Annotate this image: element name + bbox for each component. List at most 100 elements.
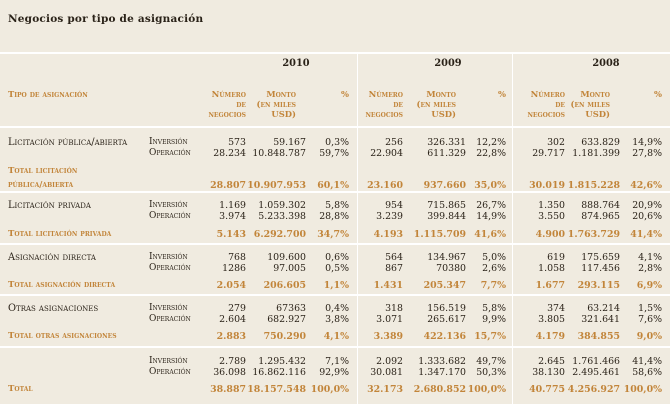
- total-numero: 3.389: [373, 331, 403, 342]
- total-numero: 32.173: [367, 384, 403, 395]
- row-type-label: Operación: [149, 211, 191, 221]
- total-label: Total: [8, 384, 33, 394]
- column-header-monto: Monto: [426, 89, 456, 99]
- total-label: Total licitación: [8, 166, 78, 176]
- total-pct: 7,7%: [480, 280, 506, 291]
- value-monto: 1.059.302: [258, 200, 306, 211]
- value-monto: 1.295.432: [258, 356, 306, 367]
- column-header-monto: (en miles: [570, 99, 610, 109]
- value-numero: 38.130: [532, 367, 565, 378]
- column-header-monto: USD): [271, 109, 296, 119]
- total-monto: 422.136: [423, 331, 466, 342]
- value-numero: 279: [228, 303, 246, 314]
- total-pct: 42,6%: [630, 180, 662, 191]
- total-numero: 4.193: [373, 229, 403, 240]
- total-numero: 5.143: [216, 229, 246, 240]
- total-pct: 41,4%: [630, 229, 662, 240]
- value-monto: 888.764: [581, 200, 620, 211]
- value-numero: 28.234: [213, 148, 246, 159]
- column-header-monto: USD): [585, 109, 610, 119]
- value-monto: 611.329: [427, 148, 466, 159]
- value-numero: 954: [385, 200, 403, 211]
- value-monto: 16.862.116: [252, 367, 306, 378]
- value-numero: 2.645: [538, 356, 565, 367]
- total-numero: 40.775: [529, 384, 565, 395]
- value-numero: 1.169: [219, 200, 246, 211]
- total-monto: 750.290: [263, 331, 306, 342]
- value-pct: 9,9%: [482, 314, 506, 325]
- year-separator: [357, 54, 358, 404]
- value-pct: 49,7%: [476, 356, 506, 367]
- row-type-label: Inversión: [149, 137, 188, 147]
- column-header-monto: Monto: [580, 89, 610, 99]
- value-pct: 14,9%: [632, 137, 662, 148]
- total-monto: 6.292.700: [253, 229, 306, 240]
- total-numero: 2.883: [216, 331, 246, 342]
- value-monto: 1.333.682: [418, 356, 466, 367]
- total-label: Total licitación privada: [8, 229, 112, 239]
- total-numero: 4.900: [535, 229, 565, 240]
- total-label: Total otras asignaciones: [8, 331, 117, 341]
- column-header-pct: %: [341, 89, 349, 99]
- year-header: 2008: [592, 58, 620, 69]
- value-pct: 58,6%: [632, 367, 662, 378]
- value-monto: 321.641: [581, 314, 620, 325]
- row-type-label: Inversión: [149, 303, 188, 313]
- value-pct: 7,1%: [325, 356, 349, 367]
- value-monto: 874.965: [581, 211, 620, 222]
- value-monto: 117.456: [581, 263, 620, 274]
- total-monto: 205.347: [423, 280, 466, 291]
- value-numero: 29.717: [532, 148, 565, 159]
- value-pct: 0,6%: [325, 252, 349, 263]
- value-pct: 4,1%: [638, 252, 662, 263]
- total-monto: 1.115.709: [413, 229, 466, 240]
- column-header-monto: USD): [431, 109, 456, 119]
- value-pct: 12,2%: [476, 137, 506, 148]
- group-band: [0, 193, 670, 243]
- value-monto: 2.495.461: [572, 367, 620, 378]
- value-numero: 3.071: [376, 314, 403, 325]
- value-numero: 1.350: [538, 200, 565, 211]
- group-band: [0, 348, 670, 404]
- value-numero: 2.092: [376, 356, 403, 367]
- column-header-monto: (en miles: [256, 99, 296, 109]
- value-numero: 3.550: [538, 211, 565, 222]
- row-type-label: Operación: [149, 263, 191, 273]
- total-numero: 28.807: [210, 180, 246, 191]
- value-numero: 1.058: [538, 263, 565, 274]
- value-pct: 14,9%: [476, 211, 506, 222]
- group-label: Licitación privada: [8, 200, 91, 211]
- value-monto: 134.967: [427, 252, 466, 263]
- total-pct: 34,7%: [317, 229, 349, 240]
- group-label: Otras asignaciones: [8, 303, 99, 314]
- value-pct: 2,6%: [482, 263, 506, 274]
- column-header-tipo: Tipo de asignación: [8, 89, 88, 99]
- value-numero: 573: [228, 137, 246, 148]
- value-monto: 10.848.787: [252, 148, 306, 159]
- value-monto: 682.927: [267, 314, 306, 325]
- value-numero: 3.239: [376, 211, 403, 222]
- total-label: Total asignación directa: [8, 280, 116, 290]
- value-pct: 20,6%: [632, 211, 662, 222]
- year-header: 2010: [282, 58, 310, 69]
- total-pct: 60,1%: [317, 180, 349, 191]
- total-numero: 4.179: [535, 331, 565, 342]
- value-numero: 2.789: [219, 356, 246, 367]
- value-monto: 5.233.398: [258, 211, 306, 222]
- value-pct: 27,8%: [632, 148, 662, 159]
- value-numero: 374: [547, 303, 565, 314]
- total-pct: 41,6%: [474, 229, 506, 240]
- total-monto: 293.115: [577, 280, 620, 291]
- column-header-numero: de: [393, 99, 403, 109]
- value-pct: 28,8%: [319, 211, 349, 222]
- value-numero: 302: [547, 137, 565, 148]
- total-monto: 937.660: [423, 180, 466, 191]
- group-label: Asignación directa: [8, 252, 96, 263]
- value-pct: 26,7%: [476, 200, 506, 211]
- header-band: [0, 54, 670, 126]
- value-pct: 0,5%: [325, 263, 349, 274]
- column-header-numero: Número: [530, 89, 565, 99]
- column-header-numero: Número: [368, 89, 403, 99]
- value-numero: 36.098: [213, 367, 246, 378]
- row-type-label: Operación: [149, 314, 191, 324]
